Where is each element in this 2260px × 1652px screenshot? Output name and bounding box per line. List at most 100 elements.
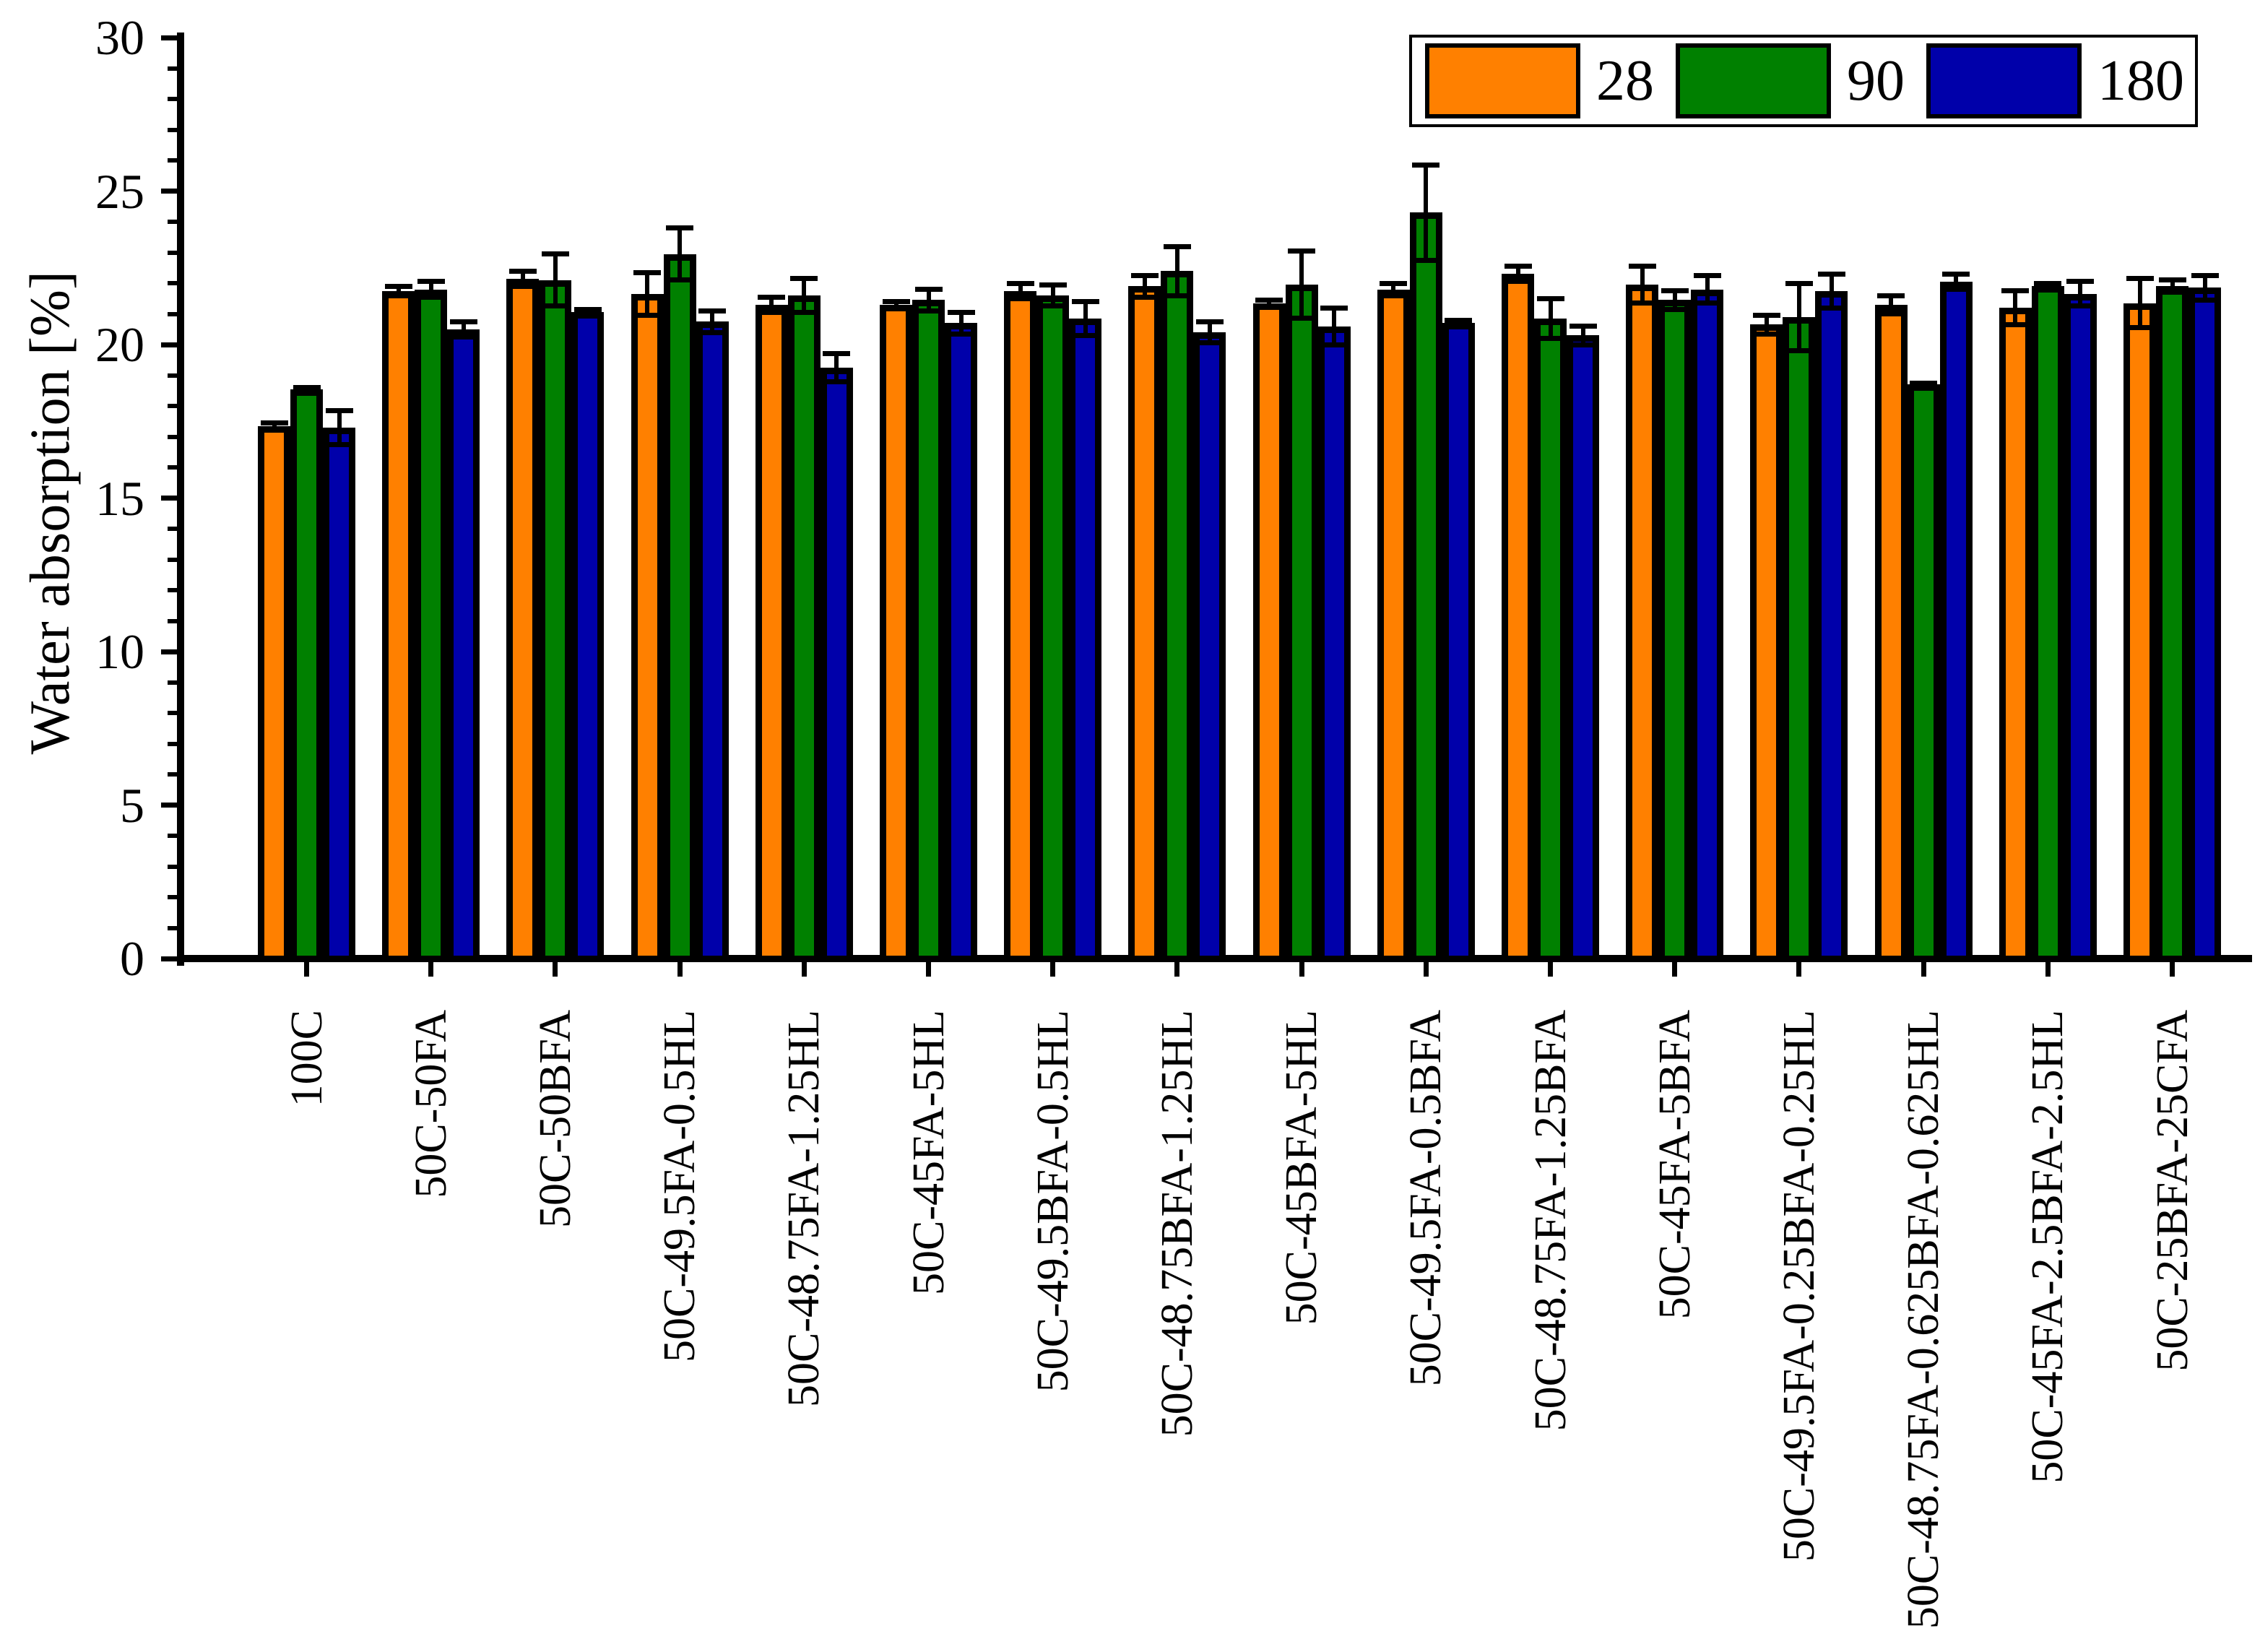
error-bar	[461, 321, 466, 337]
x-category-label-text: 50C-50BFA	[530, 1010, 580, 1229]
bar-90-50C-49.5FA-0.5BFA	[1409, 212, 1442, 962]
x-category-label: 50C-49.5BFA-0.5HL	[1026, 1010, 1081, 1645]
x-category-label-text: 50C-49.5FA-0.25BFA-0.25HL	[1774, 1010, 1824, 1562]
legend-label: 180	[2097, 49, 2184, 113]
y-minor-tick	[168, 311, 177, 316]
error-bar-cap-bottom	[1320, 342, 1348, 347]
x-tick	[1299, 962, 1304, 977]
error-bar	[553, 254, 558, 306]
error-bar	[1424, 165, 1429, 261]
error-bar-cap-bottom	[1255, 303, 1283, 309]
bar-90-50C-50FA	[415, 289, 448, 962]
x-category-label: 50C-45FA-2.5BFA-2.5HL	[2020, 1010, 2075, 1645]
y-minor-tick	[168, 772, 177, 777]
error-bar	[2170, 280, 2175, 293]
x-category-label: 50C-49.5FA-0.5BFA	[1398, 1010, 1453, 1645]
bar-90-50C-49.5FA-0.5HL	[663, 254, 696, 962]
error-bar	[1142, 275, 1147, 298]
y-axis	[177, 33, 184, 966]
error-bar	[1580, 326, 1585, 345]
error-bar	[585, 309, 590, 316]
error-bar-cap-bottom	[1071, 332, 1099, 338]
error-bar	[1672, 290, 1677, 310]
error-bar	[1640, 266, 1645, 303]
error-bar-cap-top	[2066, 279, 2095, 285]
bar-90-50C-45FA-5HL	[912, 300, 945, 962]
y-minor-tick	[168, 404, 177, 408]
error-bar-cap-bottom	[2158, 290, 2186, 295]
error-bar-cap-bottom	[1039, 303, 1067, 309]
y-minor-tick	[168, 680, 177, 685]
error-bar-cap-top	[2191, 272, 2219, 278]
error-bar-cap-top	[1163, 243, 1191, 249]
error-bar-cap-bottom	[1569, 342, 1597, 347]
error-bar-cap-bottom	[1752, 331, 1780, 337]
x-category-label: 100C	[280, 1010, 334, 1645]
bar-28-50C-49.5BFA-0.5HL	[1004, 290, 1037, 962]
error-bar-cap-bottom	[823, 379, 851, 384]
x-tick	[553, 962, 558, 977]
bar-90-50C-48.75BFA-1.25HL	[1161, 271, 1194, 962]
error-bar	[1299, 251, 1304, 319]
bar-180-50C-45BFA-5HL	[1317, 326, 1351, 962]
bar-180-50C-48.75FA-0.625BFA-0.625HL	[1939, 281, 1973, 962]
x-category-label: 50C-45BFA-5HL	[1274, 1010, 1329, 1645]
error-bar-cap-top	[914, 287, 943, 292]
y-major-tick	[161, 342, 177, 347]
error-bar-cap-bottom	[1195, 340, 1224, 346]
y-minor-tick	[168, 925, 177, 930]
y-minor-tick	[168, 588, 177, 592]
x-tick	[1174, 962, 1180, 977]
x-category-label: 50C-49.5FA-0.5HL	[652, 1010, 707, 1645]
error-bar-cap-bottom	[1693, 300, 1721, 306]
error-bar-cap-top	[882, 299, 910, 304]
error-bar-cap-top	[1752, 313, 1780, 319]
error-bar-cap-top	[2158, 277, 2186, 283]
error-bar-cap-bottom	[325, 441, 353, 447]
error-bar-cap-bottom	[1661, 306, 1689, 312]
x-category-label: 50C-48.75BFA-1.25HL	[1150, 1010, 1205, 1645]
error-bar	[802, 278, 807, 313]
bar-28-50C-48.75FA-1.25HL	[755, 304, 788, 962]
error-bar-cap-top	[1942, 271, 1970, 277]
y-major-tick	[161, 35, 177, 40]
bar-90-100C	[290, 389, 323, 962]
x-category-label: 50C-48.75FA-1.25BFA	[1523, 1010, 1578, 1645]
error-bar-cap-top	[1320, 305, 1348, 311]
error-bar-cap-top	[1661, 288, 1689, 294]
error-bar-cap-top	[1288, 248, 1316, 254]
bar-180-50C-45FA-5BFA	[1691, 289, 1724, 962]
x-category-label: 50C-50BFA	[528, 1010, 583, 1645]
error-bar-cap-top	[698, 308, 727, 313]
bar-28-50C-45FA-2.5BFA-2.5HL	[1999, 308, 2032, 962]
x-category-label-text: 50C-25BFA-25CFA	[2147, 1010, 2197, 1372]
x-tick	[926, 962, 931, 977]
x-tick	[1050, 962, 1056, 977]
error-bar	[2078, 281, 2083, 306]
error-bar-cap-top	[417, 279, 445, 285]
error-bar-cap-bottom	[2034, 287, 2062, 292]
error-bar-cap-bottom	[260, 426, 288, 432]
error-bar	[677, 228, 683, 280]
error-bar-cap-top	[823, 351, 851, 357]
bar-90-50C-48.75FA-0.625BFA-0.625HL	[1907, 384, 1940, 962]
x-category-label-text: 50C-49.5FA-0.5HL	[655, 1010, 705, 1362]
y-minor-tick	[168, 527, 177, 531]
bar-180-50C-49.5BFA-0.5HL	[1069, 318, 1102, 962]
legend-swatch-180	[1926, 43, 2082, 118]
error-bar-cap-top	[1195, 319, 1224, 324]
error-bar	[2013, 290, 2018, 325]
error-bar	[1207, 321, 1212, 343]
y-minor-tick	[168, 373, 177, 378]
error-bar	[926, 289, 931, 311]
bar-180-100C	[323, 427, 355, 962]
error-bar	[1391, 283, 1396, 295]
error-bar	[1705, 275, 1710, 303]
error-bar-cap-bottom	[1130, 294, 1159, 300]
bar-90-50C-45FA-2.5BFA-2.5HL	[2031, 286, 2064, 962]
y-minor-tick	[168, 895, 177, 899]
error-bar	[2045, 283, 2051, 290]
error-bar	[272, 423, 277, 429]
error-bar-cap-bottom	[1288, 316, 1316, 321]
